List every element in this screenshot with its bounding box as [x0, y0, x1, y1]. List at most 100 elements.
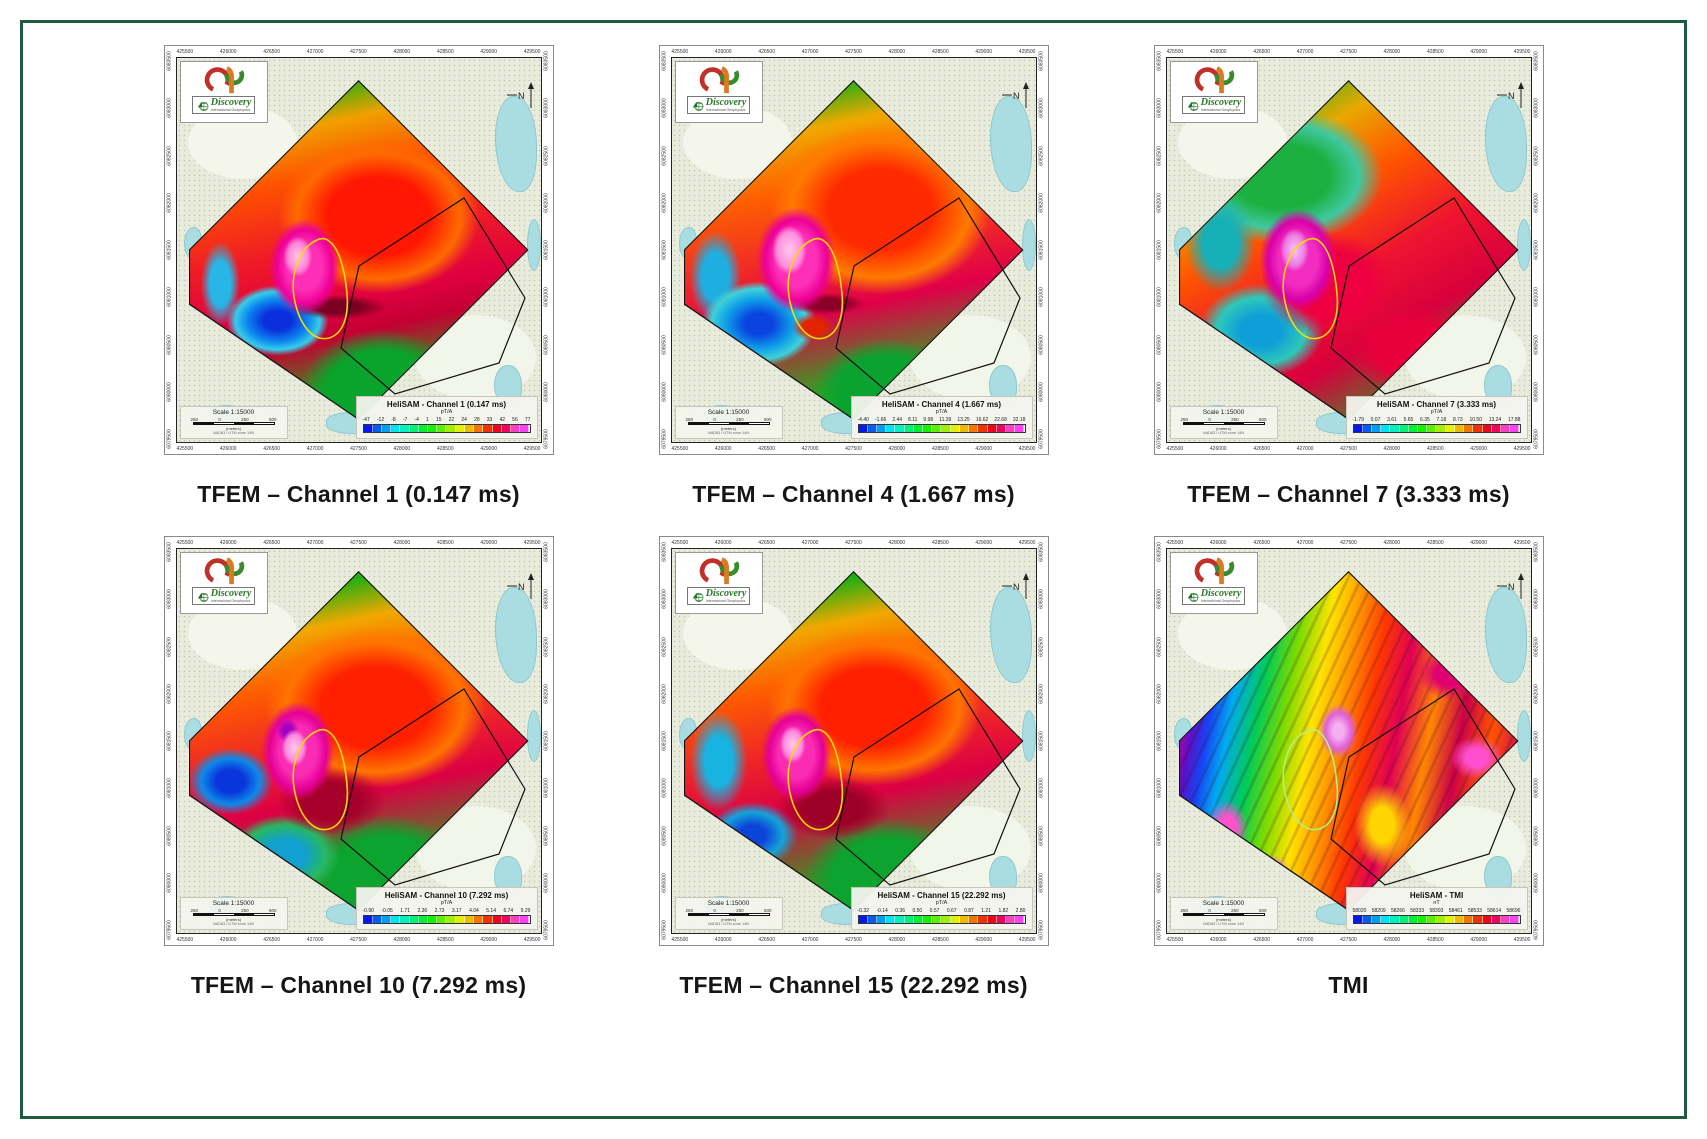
colorbar-segment	[474, 425, 484, 432]
easting-label: 428500	[436, 445, 454, 452]
easting-label: 425500	[1166, 539, 1184, 546]
easting-label: 429000	[1470, 936, 1488, 943]
easting-label: 427000	[801, 936, 819, 943]
map-legend: HeliSAM - Channel 7 (3.333 ms) pT/A -1.7…	[1345, 396, 1528, 439]
scale-box: Scale 1:15000 250 0 250 500 (meters) NAD83 …	[674, 406, 783, 439]
logo-arcs-icon	[699, 556, 739, 585]
easting-label: 426000	[1209, 445, 1227, 452]
colorbar-segment	[372, 916, 382, 923]
legend-tick: -8	[391, 417, 396, 423]
scale-tick: 250	[1231, 908, 1239, 913]
map-caption: TFEM – Channel 10 (7.292 ms)	[190, 972, 527, 998]
legend-tick: 11.39	[939, 417, 952, 423]
colorbar-segment	[969, 916, 979, 923]
northing-label: 6080000	[1039, 873, 1045, 893]
scale-bar-segment	[709, 914, 729, 915]
easting-label: 428000	[888, 936, 906, 943]
legend-tick: -1.66	[874, 417, 887, 423]
easting-label: 427500	[1340, 445, 1357, 452]
easting-label: 428500	[931, 539, 949, 546]
northing-label: 6081500	[1039, 240, 1045, 260]
easting-label: 425500	[671, 539, 689, 546]
easting-labels-top: 425500 426000 426500 427000 427500 428000 4285…	[177, 538, 541, 547]
legend-tick: 0.57	[929, 908, 940, 914]
colorbar-segment	[996, 916, 1006, 923]
heatmap-fill	[1180, 572, 1517, 910]
easting-label: 427500	[350, 48, 367, 55]
northing-label: 6079500	[1534, 920, 1540, 940]
easting-label: 428500	[1426, 445, 1444, 452]
figure-frame: 425500 426000 426500 427000 427500 428000 4285…	[20, 20, 1687, 1119]
scale-tick: 0	[218, 417, 221, 422]
scale-datum: NAD83 / UTM zone 14N	[708, 922, 749, 926]
colorbar-segment	[455, 916, 465, 923]
survey-heatmap	[188, 80, 529, 420]
easting-label: 428000	[1383, 539, 1401, 546]
scale-tick: 250	[241, 908, 249, 913]
lake-shape	[526, 710, 541, 763]
northing-label: 6079500	[544, 920, 550, 940]
logo-arcs-icon	[1194, 556, 1234, 585]
easting-label: 427000	[1296, 48, 1314, 55]
northing-labels-left: 6083500 6083000 6082500 6082000 6081500 60810…	[1156, 542, 1165, 939]
colorbar-segment	[1501, 916, 1511, 923]
scale-tick: 500	[1258, 417, 1267, 422]
scale-bar-segment	[1183, 914, 1204, 915]
northing-label: 6083000	[544, 98, 550, 118]
northing-label: 6080500	[1039, 334, 1045, 355]
easting-label: 429500	[1018, 539, 1036, 546]
lake-shape	[989, 96, 1032, 193]
leaf-globe-icon	[197, 101, 209, 111]
colorbar-segment	[400, 425, 410, 432]
northing-label: 6081000	[1039, 287, 1045, 307]
legend-colorbar	[362, 424, 531, 433]
northing-labels-left: 6083500 6083000 6082500 6082000 6081500 60810…	[1156, 51, 1165, 448]
scale-tick: 250	[190, 417, 199, 422]
lake-shape	[1516, 710, 1531, 763]
northing-label: 6083500	[167, 542, 173, 562]
easting-label: 426500	[1253, 936, 1270, 943]
colorbar-segment	[363, 425, 373, 432]
legend-tick: 0.36	[895, 908, 905, 914]
colorbar-segment	[1510, 916, 1520, 923]
easting-label: 427000	[1296, 936, 1314, 943]
discovery-logo: Discovery International Geophysics	[1169, 552, 1258, 614]
easting-label: 426000	[219, 936, 237, 943]
easting-label: 425500	[671, 936, 689, 943]
colorbar-segment	[913, 916, 924, 923]
colorbar-segment	[950, 425, 960, 432]
northing-label: 6081500	[167, 240, 173, 260]
legend-tick: -0.05	[381, 908, 393, 914]
scale-tick: 0	[1208, 908, 1211, 913]
discovery-logo: Discovery International Geophysics	[179, 61, 268, 123]
easting-label: 428000	[1383, 48, 1401, 55]
logo-text: Discovery International Geophysics	[211, 589, 252, 604]
colorbar-segment	[1381, 425, 1391, 432]
colorbar-segment	[1399, 425, 1409, 432]
colorbar-segment	[876, 916, 887, 923]
legend-tick: 7.18	[1436, 417, 1447, 423]
northing-label: 6079500	[662, 429, 668, 449]
easting-label: 429000	[480, 936, 498, 943]
northing-label: 6081000	[544, 778, 550, 798]
easting-labels-top: 425500 426000 426500 427000 427500 428000 4285…	[177, 47, 541, 56]
northing-labels-right: 6083500 6083000 6082500 6082000 6081500 60810…	[1533, 51, 1542, 448]
northing-label: 6083500	[1157, 542, 1163, 562]
colorbar-segment	[1464, 916, 1474, 923]
map-grid: 425500 426000 426500 427000 427500 428000 4285…	[23, 23, 1684, 1027]
northing-label: 6079500	[1157, 920, 1163, 940]
colorbar-segment	[446, 916, 456, 923]
scale-label: Scale 1:15000	[212, 900, 255, 907]
easting-label: 427500	[1340, 936, 1357, 943]
colorbar-segment	[1491, 425, 1501, 432]
northing-label: 6080000	[662, 873, 668, 893]
legend-tick: -47	[362, 417, 370, 423]
north-arrow: N	[1001, 571, 1031, 606]
easting-label: 428000	[393, 445, 411, 452]
colorbar-segment	[858, 425, 868, 432]
north-arrow: N	[1496, 80, 1526, 115]
colorbar-segment	[501, 425, 511, 432]
scale-label: Scale 1:15000	[707, 900, 750, 907]
easting-label: 426000	[714, 539, 732, 546]
